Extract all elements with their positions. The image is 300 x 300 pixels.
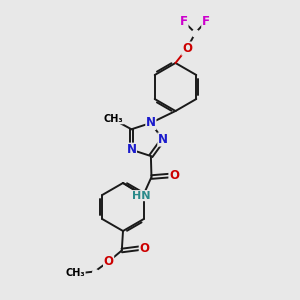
Text: N: N — [146, 116, 156, 130]
Text: O: O — [182, 42, 192, 55]
Text: HN: HN — [132, 190, 151, 201]
Text: O: O — [103, 255, 114, 268]
Text: F: F — [202, 15, 210, 28]
Text: F: F — [180, 15, 188, 28]
Text: O: O — [169, 169, 179, 182]
Text: CH₃: CH₃ — [65, 268, 85, 278]
Text: N: N — [126, 143, 136, 156]
Text: N: N — [158, 133, 168, 146]
Text: CH₃: CH₃ — [104, 114, 124, 124]
Text: O: O — [139, 242, 149, 255]
